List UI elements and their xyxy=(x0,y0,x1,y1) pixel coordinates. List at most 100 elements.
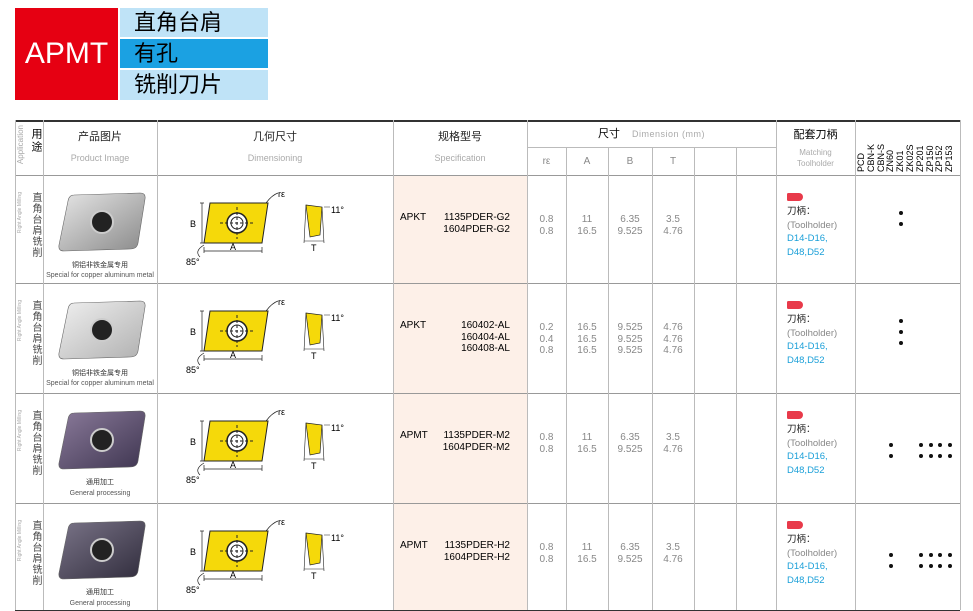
dimension-value: 11 xyxy=(581,542,593,553)
toolholder: D48,D52 xyxy=(787,574,825,586)
dim xyxy=(197,410,279,476)
grade-dot xyxy=(889,443,894,447)
diagram-label: 85° xyxy=(186,257,200,267)
application-en: Right Angle Milling xyxy=(17,192,23,234)
product-image xyxy=(58,520,146,580)
toolholder: 刀柄： xyxy=(787,534,816,545)
col-rule xyxy=(855,120,856,610)
column-title: 产品图片 xyxy=(78,131,122,143)
col-rule xyxy=(566,147,567,610)
hole xyxy=(90,538,114,562)
application-en: Right Angle Milling xyxy=(17,410,23,452)
diagram-label: 11° xyxy=(331,423,344,433)
application-en: Right Angle Milling xyxy=(17,300,23,342)
product-image xyxy=(58,410,146,470)
grade-dot xyxy=(948,454,953,458)
spec-prefix: APKT xyxy=(400,320,427,331)
caption-en: Special for copper aluminum metal xyxy=(46,272,154,279)
caption-zh: 铜铝非铁金属专用 xyxy=(72,370,128,377)
geometry-diagram: B A 85° rε 11° T xyxy=(186,189,344,267)
grade-dot xyxy=(889,454,894,458)
dimension-value: 0.8 xyxy=(539,542,554,553)
dimension-value: 9.525 xyxy=(617,443,643,455)
diagram-label: 85° xyxy=(186,475,200,485)
column-subtitle: Dimensioning xyxy=(247,153,303,163)
diagram-label: rε xyxy=(278,297,285,307)
toolholder: (Toolholder) xyxy=(787,437,838,449)
col-rule xyxy=(736,147,737,610)
dimension-value: 6.35 xyxy=(620,214,640,225)
dimension-value: 11 xyxy=(581,432,593,443)
grade-label: ZK01 xyxy=(895,150,906,172)
toolholder: D14-D16, xyxy=(787,233,828,244)
dimension-value: 9.525 xyxy=(617,225,643,237)
col-rule xyxy=(960,120,961,610)
spec: 1135PDER-H2 xyxy=(444,540,510,551)
dimension-value: 4.76 xyxy=(663,333,683,345)
hole xyxy=(90,428,114,452)
dimension-value: 6.35 xyxy=(620,542,640,553)
diagram-label: T xyxy=(311,243,317,253)
col-rule xyxy=(527,120,528,610)
dimension-value: 11 xyxy=(581,214,593,225)
spec-prefix: APMT xyxy=(400,430,428,441)
diagram-label: 11° xyxy=(331,205,344,215)
grade-dot xyxy=(899,330,904,334)
hand-icon xyxy=(787,411,803,419)
product-image xyxy=(58,192,146,252)
spec: 1604PDER-H2 xyxy=(443,551,510,563)
diagram-label: A xyxy=(230,570,236,580)
dimension-value: 3.5 xyxy=(666,432,680,443)
dimension-value: 16.5 xyxy=(577,225,597,237)
dimension-value: 9.525 xyxy=(617,553,643,565)
grade-dot xyxy=(928,564,933,568)
rule xyxy=(15,175,960,176)
title-line: 铣削刀片 xyxy=(120,70,268,100)
dimension-value: 6.35 xyxy=(620,432,640,443)
column-subtitle: Dimension (mm) xyxy=(632,129,706,139)
caption-en: General processing xyxy=(69,600,131,607)
column-title: 几何尺寸 xyxy=(253,131,297,143)
grade-dot xyxy=(889,553,894,557)
grade-label: CBN-K xyxy=(865,143,876,172)
diagram-label: rε xyxy=(278,407,285,417)
spec: 160404-AL xyxy=(461,331,510,343)
grade-dot xyxy=(948,564,953,568)
column-subtitle: Product Image xyxy=(70,153,130,163)
toolholder: D48,D52 xyxy=(787,464,825,476)
hand-icon xyxy=(787,193,803,201)
dimension-value: 0.8 xyxy=(539,345,554,356)
grade-dot xyxy=(948,443,953,447)
rule xyxy=(15,120,960,122)
dimension-value: 16.5 xyxy=(577,322,597,333)
dimension-value: 0.8 xyxy=(539,214,554,225)
spec: 160408-AL xyxy=(461,343,510,354)
spec-prefix: APMT xyxy=(400,540,428,551)
col-rule xyxy=(776,120,777,610)
caption-zh: 铜铝非铁金属专用 xyxy=(72,262,128,269)
geometry-diagram: B A 85° rε 11° T xyxy=(186,407,344,485)
application: 直角台肩铣削 xyxy=(30,300,41,366)
dimension-value: 0.8 xyxy=(539,443,554,455)
col-rule xyxy=(608,147,609,610)
diagram-label: B xyxy=(190,219,196,229)
spec-bg xyxy=(393,175,527,610)
toolholder: (Toolholder) xyxy=(787,547,838,559)
dimension-value: 3.5 xyxy=(666,214,680,225)
grade-dot xyxy=(938,553,943,557)
diagram-label: B xyxy=(190,437,196,447)
dimension-value: 3.5 xyxy=(666,542,680,553)
grade-dot xyxy=(889,564,894,568)
diagram-label: 85° xyxy=(186,365,200,375)
dim xyxy=(197,300,279,366)
code-box: APMT xyxy=(15,8,118,100)
spec: 1135PDER-M2 xyxy=(443,430,510,441)
title-line: 有孔 xyxy=(120,39,268,68)
spec: 160402-AL xyxy=(461,320,510,331)
grade-dot xyxy=(918,564,923,568)
column-subtitle: Specification xyxy=(434,153,486,163)
dimension-value: 16.5 xyxy=(577,345,597,356)
dimension-value: 4.76 xyxy=(663,553,683,565)
column-subtitle: Matching xyxy=(799,148,832,157)
